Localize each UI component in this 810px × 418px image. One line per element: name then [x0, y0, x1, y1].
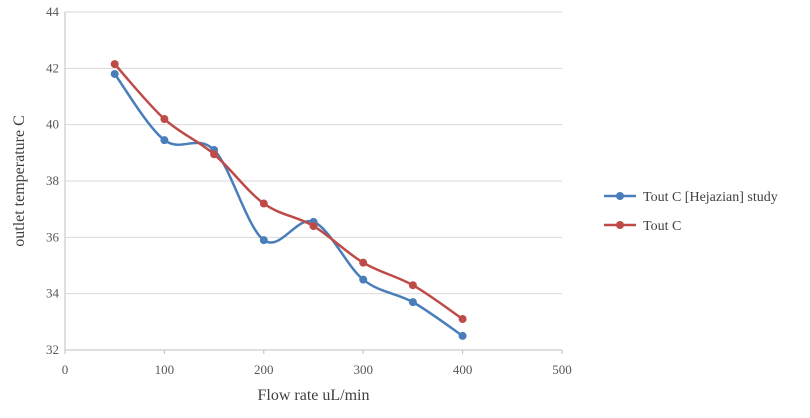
- x-tick-label: 300: [353, 362, 373, 377]
- data-point: [259, 236, 268, 245]
- data-point: [359, 258, 368, 267]
- x-axis-title: Flow rate uL/min: [258, 387, 370, 404]
- series-line: [113, 63, 464, 321]
- gridlines: [65, 11, 562, 351]
- legend-label: Tout C: [643, 219, 681, 234]
- series-lines: [110, 60, 467, 340]
- legend-entry: Tout C [Hejazian] study: [604, 190, 778, 205]
- y-tick-label: 38: [46, 173, 59, 188]
- data-point: [408, 298, 417, 307]
- data-point: [458, 315, 467, 324]
- y-axis-title: outlet temperature C: [11, 115, 28, 247]
- axes: [64, 12, 563, 354]
- legend-label: Tout C [Hejazian] study: [643, 190, 778, 205]
- data-point: [309, 222, 318, 231]
- data-point: [160, 136, 169, 145]
- data-point: [359, 275, 368, 284]
- data-point: [110, 69, 119, 78]
- tick-labels: 32 34 36 38 40 42 44 0 100 200 300 400 500: [46, 4, 572, 377]
- legend-entry: Tout C: [604, 219, 681, 234]
- legend-marker: [616, 192, 624, 200]
- x-tick-label: 200: [254, 362, 274, 377]
- x-tick-label: 100: [155, 362, 175, 377]
- y-tick-label: 32: [46, 342, 59, 357]
- data-point: [458, 331, 467, 340]
- series-1: [110, 69, 467, 340]
- y-tick-label: 34: [46, 286, 60, 301]
- y-tick-label: 36: [46, 229, 60, 244]
- y-tick-label: 42: [46, 60, 59, 75]
- series-2: [110, 60, 467, 324]
- data-point: [160, 115, 169, 124]
- y-tick-label: 44: [46, 4, 60, 19]
- data-point: [210, 150, 219, 159]
- x-tick-label: 500: [552, 362, 572, 377]
- series-line: [113, 73, 464, 337]
- x-tick-label: 400: [453, 362, 473, 377]
- y-tick-label: 40: [46, 117, 59, 132]
- legend: Tout C [Hejazian] study Tout C: [604, 190, 778, 234]
- data-point: [408, 281, 417, 290]
- x-tick-label: 0: [62, 362, 69, 377]
- data-point: [110, 60, 119, 69]
- legend-marker: [616, 221, 624, 229]
- data-point: [259, 199, 268, 208]
